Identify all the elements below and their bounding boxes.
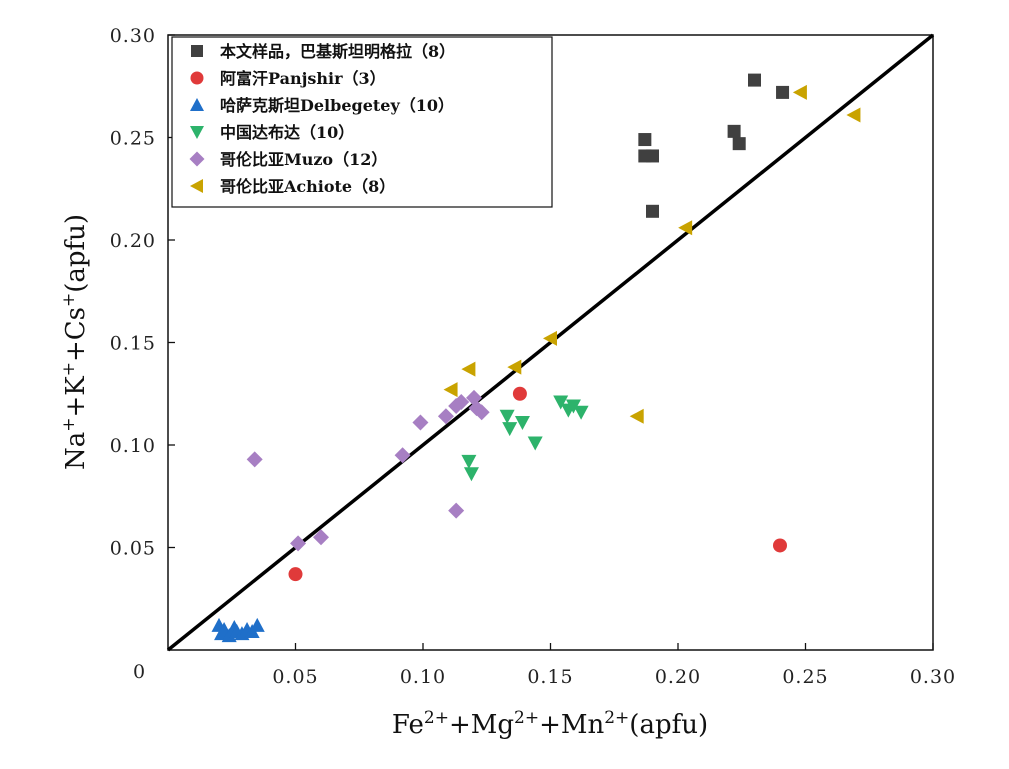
data-point-series-5 xyxy=(412,414,429,431)
tick-labels: 0.05 0.10 0.15 0.20 0.25 0.30 0.05 0.10 0.15 0.20… xyxy=(110,25,956,688)
data-point-series-1 xyxy=(646,204,659,218)
data-point-series-4 xyxy=(461,454,477,469)
y-tick-label: 0.15 xyxy=(110,333,156,355)
x-tick-label: 0.05 xyxy=(272,666,318,688)
data-point-series-4 xyxy=(502,422,518,437)
data-point-series-6 xyxy=(792,84,807,100)
data-point-series-3 xyxy=(249,617,265,632)
legend-marker xyxy=(190,71,204,85)
legend-label: 哥伦比亚Muzo（12） xyxy=(220,150,387,169)
x-axis-title: Fe2++Mg2++Mn2+(apfu) xyxy=(392,708,708,740)
origin-label: 0 xyxy=(133,661,146,683)
data-point-series-1 xyxy=(646,149,659,163)
legend-label: 哥伦比亚Achiote（8） xyxy=(220,177,395,196)
data-point-series-6 xyxy=(629,408,644,424)
y-tick-label: 0.30 xyxy=(110,25,156,47)
legend-label: 哈萨克斯坦Delbegetey（10） xyxy=(220,96,454,115)
y-axis-title: Na++K++Cs+(apfu) xyxy=(59,214,91,470)
x-tick-label: 0.30 xyxy=(910,666,956,688)
legend-marker xyxy=(190,98,204,111)
data-point-series-3 xyxy=(221,628,237,643)
data-point-series-5 xyxy=(448,502,465,519)
legend-marker xyxy=(190,179,203,193)
data-point-series-4 xyxy=(499,409,515,424)
legend-box xyxy=(171,36,553,208)
x-tick-label: 0.15 xyxy=(527,666,573,688)
data-point-series-4 xyxy=(463,467,479,482)
y-tick-label: 0.25 xyxy=(110,128,156,150)
legend-label: 中国达布达（10） xyxy=(220,123,354,142)
data-point-series-1 xyxy=(748,73,761,87)
data-point-series-6 xyxy=(461,361,476,377)
data-point-series-5 xyxy=(437,408,454,425)
data-point-series-2 xyxy=(512,386,527,401)
x-tick-label: 0.10 xyxy=(400,666,446,688)
data-point-series-5 xyxy=(313,529,329,546)
legend: 本文样品，巴基斯坦明格拉（8） 阿富汗Panjshir（3） 哈萨克斯坦Delbeg… xyxy=(171,36,553,208)
data-point-series-1 xyxy=(727,124,741,138)
y-tick-label: 0.05 xyxy=(110,538,156,560)
data-point-series-4 xyxy=(527,436,543,451)
data-point-series-5 xyxy=(453,393,470,410)
data-point-series-6 xyxy=(678,220,693,236)
legend-marker xyxy=(191,45,203,57)
legend-label: 本文样品，巴基斯坦明格拉（8） xyxy=(220,42,455,61)
data-points xyxy=(211,73,861,643)
data-point-series-1 xyxy=(732,137,746,151)
data-point-series-6 xyxy=(443,382,458,398)
data-point-series-4 xyxy=(565,399,581,414)
data-point-series-6 xyxy=(507,359,522,375)
axis-ticks xyxy=(168,34,934,650)
data-point-series-6 xyxy=(846,107,861,123)
legend-label: 阿富汗Panjshir（3） xyxy=(220,69,386,88)
x-tick-label: 0.20 xyxy=(655,666,701,688)
data-point-series-1 xyxy=(776,85,790,99)
legend-marker xyxy=(190,126,204,139)
data-point-series-5 xyxy=(473,404,490,421)
data-point-series-2 xyxy=(288,567,303,582)
data-point-series-4 xyxy=(573,405,589,420)
data-point-series-4 xyxy=(553,395,569,410)
data-point-series-2 xyxy=(773,538,787,553)
legend-marker xyxy=(189,151,205,167)
data-point-series-5 xyxy=(246,451,263,468)
data-point-series-5 xyxy=(394,447,411,464)
y-tick-label: 0.10 xyxy=(110,435,156,457)
data-point-series-6 xyxy=(543,330,557,346)
data-point-series-4 xyxy=(514,415,530,430)
y-tick-label: 0.20 xyxy=(110,230,156,252)
x-tick-label: 0.25 xyxy=(782,666,828,688)
data-point-series-1 xyxy=(638,133,652,147)
data-point-series-5 xyxy=(290,535,307,552)
